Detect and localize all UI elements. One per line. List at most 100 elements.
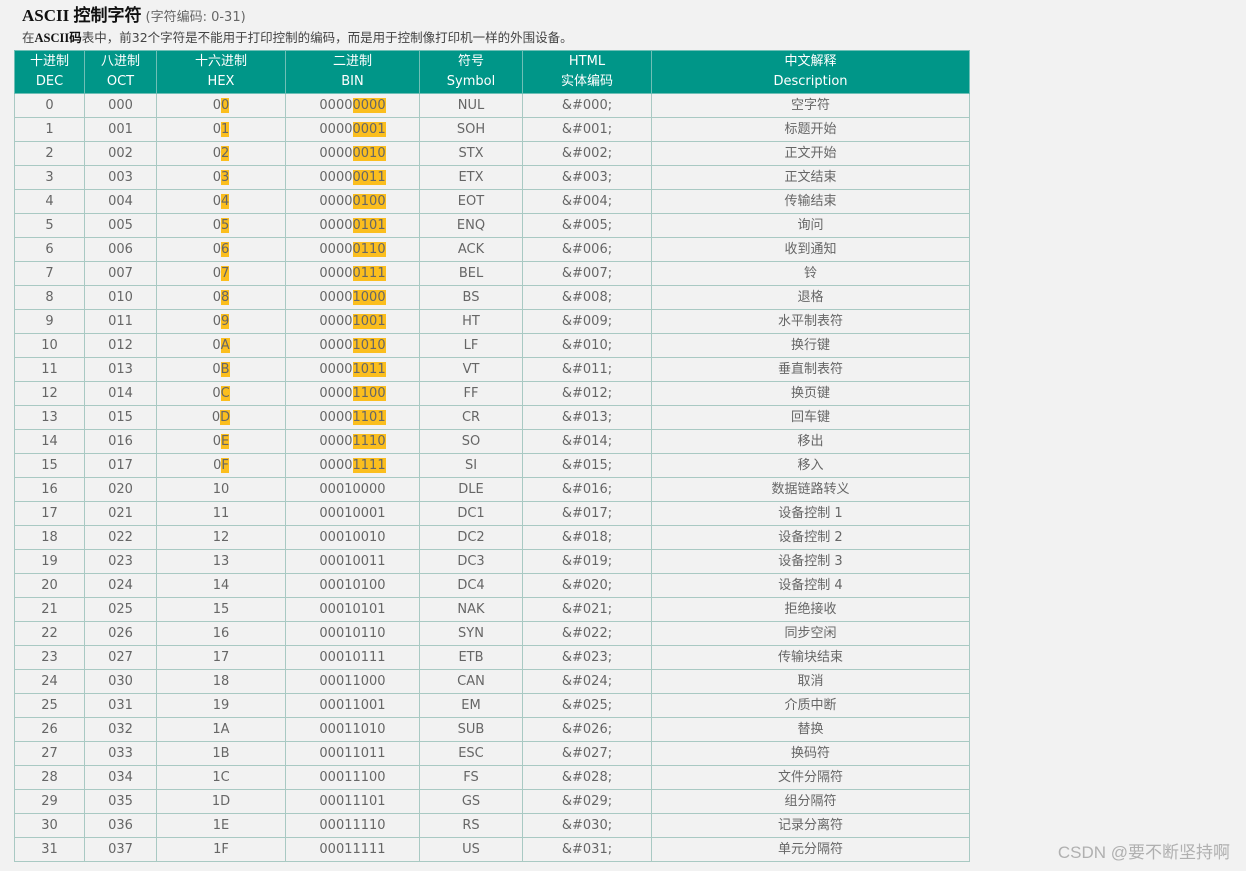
cell-bin: 00010010 (285, 525, 420, 550)
cell-hex: 05 (156, 213, 286, 238)
cell-symbol: GS (419, 789, 523, 814)
cell-oct: 001 (84, 117, 157, 142)
cell-prefix: 0000 (319, 122, 353, 137)
cell-description: 垂直制表符 (651, 357, 970, 382)
cell-description: 替换 (651, 717, 970, 742)
cell-symbol: FF (419, 381, 523, 406)
cell-highlight: 0101 (352, 218, 386, 233)
cell-html: &#016; (522, 477, 652, 502)
cell-highlight: A (220, 338, 230, 353)
cell-highlight: 6 (221, 242, 230, 257)
cell-description: 拒绝接收 (651, 597, 970, 622)
table-row: 23 027 17 00010111 ETB &#023; 传输块结束 (14, 645, 970, 670)
cell-bin: 00001101 (285, 405, 420, 430)
cell-hex: 11 (156, 501, 286, 526)
cell-hex: 0C (156, 381, 286, 406)
cell-description: 数据链路转义 (651, 477, 970, 502)
intro-text-pre: 在 (22, 30, 35, 45)
table-row: 3 003 03 00000011 ETX &#003; 正文结束 (14, 165, 970, 190)
cell-dec: 26 (14, 717, 85, 742)
cell-html: &#004; (522, 189, 652, 214)
table-row: 29 035 1D 00011101 GS &#029; 组分隔符 (14, 789, 970, 814)
cell-html: &#029; (522, 789, 652, 814)
cell-symbol: NUL (419, 93, 523, 118)
cell-description: 换码符 (651, 741, 970, 766)
cell-oct: 011 (84, 309, 157, 334)
cell-description: 介质中断 (651, 693, 970, 718)
table-row: 0 000 00 00000000 NUL &#000; 空字符 (14, 93, 970, 118)
intro-text: 在ASCII码表中，前32个字符是不能用于打印控制的编码，而是用于控制像打印机一… (14, 28, 969, 48)
cell-description: 同步空闲 (651, 621, 970, 646)
cell-dec: 5 (14, 213, 85, 238)
cell-prefix: 0000 (319, 146, 353, 161)
cell-html: &#031; (522, 837, 652, 862)
cell-description: 正文结束 (651, 165, 970, 190)
cell-symbol: FS (419, 765, 523, 790)
cell-hex: 00 (156, 93, 286, 118)
cell-oct: 002 (84, 141, 157, 166)
cell-symbol: BS (419, 285, 523, 310)
cell-bin: 00000111 (285, 261, 420, 286)
cell-hex: 0F (156, 453, 286, 478)
column-header-bottom: Symbol (446, 74, 496, 89)
page-subtitle: (字符编码: 0-31) (145, 10, 246, 25)
cell-description: 询问 (651, 213, 970, 238)
cell-hex: 1A (156, 717, 286, 742)
cell-symbol: DC3 (419, 549, 523, 574)
cell-highlight: F (221, 458, 229, 473)
cell-prefix: 0000 (319, 242, 353, 257)
cell-symbol: EOT (419, 189, 523, 214)
cell-prefix: 0 (212, 98, 221, 113)
cell-dec: 12 (14, 381, 85, 406)
cell-bin: 00011001 (285, 693, 420, 718)
cell-bin: 00001011 (285, 357, 420, 382)
cell-prefix: 0 (212, 386, 221, 401)
cell-highlight: 1001 (352, 314, 386, 329)
cell-prefix: 0000 (319, 218, 353, 233)
cell-html: &#011; (522, 357, 652, 382)
cell-symbol: SOH (419, 117, 523, 142)
cell-highlight: D (220, 410, 231, 425)
column-header-symbol: 符号 Symbol (419, 50, 523, 94)
cell-bin: 00000110 (285, 237, 420, 262)
cell-bin: 00001100 (285, 381, 420, 406)
cell-symbol: US (419, 837, 523, 862)
cell-oct: 004 (84, 189, 157, 214)
ascii-control-table: 十进制 DEC 八进制 OCT 十六进制 HEX 二进制 BIN 符号 Symbol HTML 实体编… (14, 50, 970, 862)
cell-html: &#026; (522, 717, 652, 742)
table-row: 7 007 07 00000111 BEL &#007; 铃 (14, 261, 970, 286)
cell-html: &#030; (522, 813, 652, 838)
cell-hex: 02 (156, 141, 286, 166)
table-row: 16 020 10 00010000 DLE &#016; 数据链路转义 (14, 477, 970, 502)
cell-description: 设备控制 2 (651, 525, 970, 550)
cell-symbol: DC4 (419, 573, 523, 598)
table-row: 22 026 16 00010110 SYN &#022; 同步空闲 (14, 621, 970, 646)
column-header-bottom: BIN (341, 74, 364, 89)
table-row: 17 021 11 00010001 DC1 &#017; 设备控制 1 (14, 501, 970, 526)
table-row: 5 005 05 00000101 ENQ &#005; 询问 (14, 213, 970, 238)
cell-oct: 006 (84, 237, 157, 262)
cell-bin: 00001010 (285, 333, 420, 358)
cell-dec: 2 (14, 141, 85, 166)
cell-highlight: 0111 (352, 266, 386, 281)
column-header-top: 二进制 (332, 54, 372, 69)
cell-description: 设备控制 4 (651, 573, 970, 598)
cell-highlight: 0 (221, 98, 230, 113)
cell-symbol: CR (419, 405, 523, 430)
table-row: 15 017 0F 00001111 SI &#015; 移入 (14, 453, 970, 478)
cell-oct: 014 (84, 381, 157, 406)
cell-description: 文件分隔符 (651, 765, 970, 790)
cell-hex: 1B (156, 741, 286, 766)
column-header-html: HTML 实体编码 (522, 50, 652, 94)
cell-oct: 003 (84, 165, 157, 190)
cell-dec: 18 (14, 525, 85, 550)
column-header-top: HTML (568, 54, 606, 69)
cell-prefix: 0000 (319, 434, 353, 449)
cell-prefix: 0 (211, 410, 221, 425)
cell-dec: 29 (14, 789, 85, 814)
cell-highlight: 8 (221, 290, 230, 305)
watermark: CSDN @要不断坚持啊 (1057, 843, 1230, 862)
cell-bin: 00010111 (285, 645, 420, 670)
cell-oct: 031 (84, 693, 157, 718)
cell-symbol: STX (419, 141, 523, 166)
